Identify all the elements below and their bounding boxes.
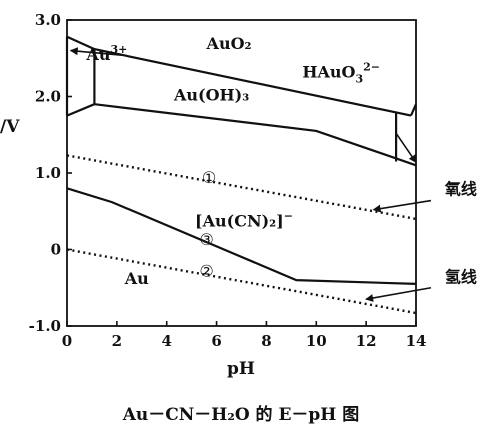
chart-caption: Au－CN－H₂O 的 E－pH 图 — [122, 404, 360, 425]
x-tick-label: 6 — [211, 332, 221, 350]
y-tick-label: 3.0 — [35, 11, 61, 29]
x-tick-label: 4 — [161, 332, 171, 350]
y-tick-label: 2.0 — [35, 88, 61, 106]
x-tick-label: 0 — [62, 332, 72, 350]
pointer-arrow — [395, 132, 417, 164]
series-line-3-gold-cyanide — [66, 187, 417, 285]
y-tick-label: -1.0 — [29, 317, 61, 335]
series-au3-top — [66, 35, 95, 51]
pointer-arrow — [69, 47, 122, 56]
series-auoh3-bottom — [94, 103, 417, 167]
y-tick-label: 0 — [51, 241, 61, 259]
region-label: AuO₂ — [206, 34, 252, 53]
pointer-arrow — [372, 199, 432, 213]
region-label: Au3+ — [85, 43, 127, 64]
x-tick-label: 12 — [356, 332, 377, 350]
series-line-2-hydrogen — [66, 248, 417, 315]
x-axis-label: pH — [227, 359, 255, 379]
region-label: Au(OH)₃ — [173, 85, 249, 104]
x-tick-label: 10 — [306, 332, 327, 350]
x-tick-label: 8 — [261, 332, 271, 350]
line-number-label: ② — [199, 261, 213, 280]
y-axis-label: /V — [0, 117, 20, 137]
region-label: Au — [124, 269, 149, 288]
x-tick-label: 2 — [112, 332, 122, 350]
region-label: HAuO32− — [302, 60, 380, 85]
line-annotation: 氢线 — [445, 267, 477, 286]
line-number-label: ③ — [199, 230, 213, 249]
y-tick-label: 1.0 — [35, 164, 61, 182]
line-annotation: 氧线 — [444, 179, 477, 198]
series-line-1-oxygen — [66, 154, 417, 221]
series-hauo3-top — [409, 103, 418, 117]
series-auoh3-top — [94, 48, 412, 117]
x-tick-label: 14 — [406, 332, 427, 350]
region-label: [Au(CN)₂]− — [195, 210, 293, 231]
pointer-arrow — [365, 286, 432, 302]
line-number-label: ① — [202, 168, 216, 187]
series-au3-bottom — [66, 103, 95, 117]
